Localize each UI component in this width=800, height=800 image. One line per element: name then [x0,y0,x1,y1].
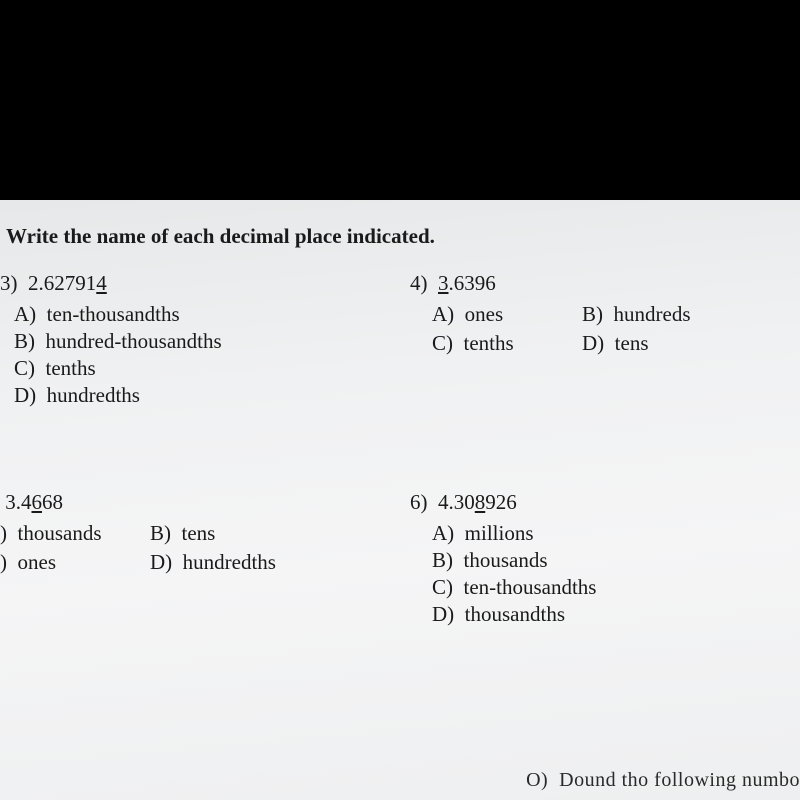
q4-option-c: C) tenths [432,331,582,356]
q6-label: 6) 4.308926 [410,490,800,515]
q6-options: A) millions B) thousands C) ten-thousand… [410,521,800,627]
q6-option-c: C) ten-thousandths [432,575,800,600]
q4-option-b: B) hundreds [582,302,732,327]
instruction-heading: Write the name of each decimal place ind… [0,224,800,249]
q3-option-c: C) tenths [14,356,400,381]
question-4: 4) 3.6396 A) ones B) hundreds C) tenths … [400,271,800,410]
question-row-1: 3) 2.627914 A) ten-thousandths B) hundre… [0,271,800,410]
q4-options: A) ones B) hundreds C) tenths D) tens [410,302,800,358]
question-5: 3.4668 ) thousands B) tens ) ones D) hun… [0,490,400,629]
q6-option-d: D) thousandths [432,602,800,627]
q4-label: 4) 3.6396 [410,271,800,296]
cutoff-text-fragment: O) Dound tho following numbo [526,769,800,792]
q5-option-d: D) hundredths [150,550,310,575]
q5-option-b: B) tens [150,521,310,546]
q6-option-b: B) thousands [432,548,800,573]
q6-option-a: A) millions [432,521,800,546]
q3-label: 3) 2.627914 [0,271,400,296]
q5-options: ) thousands B) tens ) ones D) hundredths [0,521,400,577]
q3-option-b: B) hundred-thousandths [14,329,400,354]
question-6: 6) 4.308926 A) millions B) thousands C) … [400,490,800,629]
q3-option-d: D) hundredths [14,383,400,408]
q3-options: A) ten-thousandths B) hundred-thousandth… [0,302,400,408]
worksheet-page: Write the name of each decimal place ind… [0,200,800,800]
letterbox-black-bar [0,0,800,200]
question-3: 3) 2.627914 A) ten-thousandths B) hundre… [0,271,400,410]
q4-option-a: A) ones [432,302,582,327]
question-row-2: 3.4668 ) thousands B) tens ) ones D) hun… [0,490,800,629]
q5-option-a: ) thousands [0,521,150,546]
q5-label: 3.4668 [0,490,400,515]
q3-option-a: A) ten-thousandths [14,302,400,327]
q5-option-c: ) ones [0,550,150,575]
q4-option-d: D) tens [582,331,732,356]
